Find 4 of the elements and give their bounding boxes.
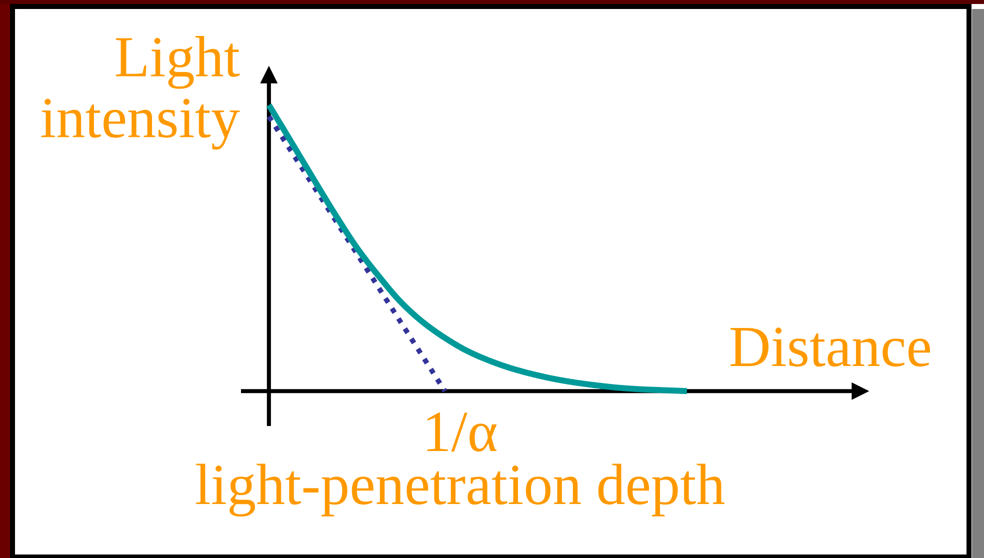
text: 1/α	[427, 412, 496, 452]
text: light-penetration depth	[196, 464, 724, 517]
y-axis-title: Light intensity	[41, 36, 240, 150]
x-axis-title: Distance	[730, 328, 930, 367]
